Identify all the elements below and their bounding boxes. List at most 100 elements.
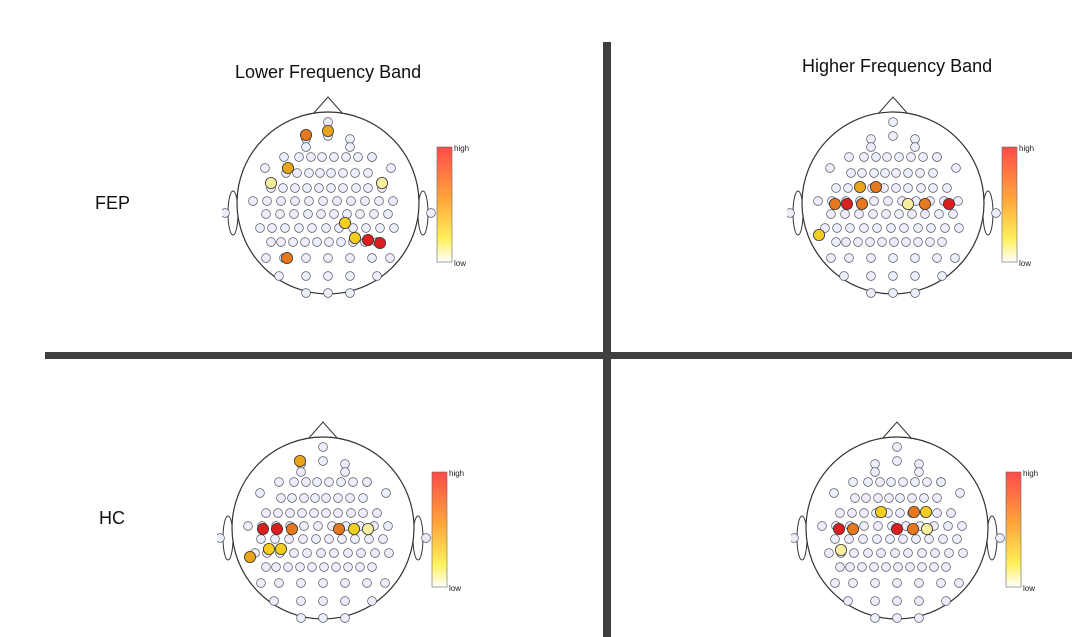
electrode	[835, 562, 845, 572]
electrode	[331, 562, 341, 572]
electrode-highlight-tp7	[243, 550, 256, 563]
electrode	[363, 183, 373, 193]
electrode	[825, 163, 835, 173]
electrode	[940, 223, 950, 233]
electrode	[261, 209, 271, 219]
colorbar	[1001, 146, 1018, 263]
electrode	[316, 548, 326, 558]
electrode	[323, 253, 333, 263]
electrode	[928, 168, 938, 178]
electrode	[372, 271, 382, 281]
electrode-aux	[791, 533, 799, 543]
electrode	[844, 534, 854, 544]
electrode	[932, 152, 942, 162]
electrode	[877, 237, 887, 247]
column-title-higher: Higher Frequency Band	[802, 56, 993, 76]
electrode	[888, 117, 898, 127]
electrode	[895, 493, 905, 503]
electrode	[278, 183, 288, 193]
electrode	[924, 534, 934, 544]
electrode	[870, 596, 880, 606]
nose-outline	[312, 96, 344, 115]
electrode	[898, 477, 908, 487]
electrode	[955, 488, 965, 498]
electrode	[888, 288, 898, 298]
topomap-svg: high low	[222, 96, 469, 298]
electrode-aux	[426, 208, 436, 218]
electrode	[301, 477, 311, 487]
electrode	[318, 613, 328, 623]
electrode	[891, 168, 901, 178]
electrode	[318, 196, 328, 206]
electrode	[276, 237, 286, 247]
electrode	[384, 548, 394, 558]
electrode	[892, 456, 902, 466]
electrode	[840, 209, 850, 219]
electrode	[820, 223, 830, 233]
electrode	[329, 152, 339, 162]
electrode	[886, 477, 896, 487]
electrode	[274, 477, 284, 487]
electrode-highlight-cp4	[361, 233, 374, 246]
electrode	[839, 271, 849, 281]
electrode	[302, 183, 312, 193]
electrode	[296, 578, 306, 588]
electrode	[315, 168, 325, 178]
electrode	[333, 508, 343, 518]
electrode	[340, 578, 350, 588]
electrode	[895, 508, 905, 518]
electrode	[385, 253, 395, 263]
electrode-highlight-fc1	[870, 181, 883, 194]
electrode	[918, 152, 928, 162]
electrode	[312, 237, 322, 247]
electrode	[907, 209, 917, 219]
electrode-highlight-c3	[286, 523, 299, 536]
electrode-highlight-c1	[891, 523, 904, 536]
electrode-highlight-tp7	[812, 228, 825, 241]
electrode	[859, 508, 869, 518]
electrode	[844, 253, 854, 263]
electrode	[883, 196, 893, 206]
electrode	[269, 596, 279, 606]
electrode	[262, 196, 272, 206]
electrode-highlight-fc4	[919, 506, 932, 519]
electrode	[866, 142, 876, 152]
electrode	[932, 493, 942, 503]
electrode-highlight-c4	[347, 523, 360, 536]
electrode	[358, 508, 368, 518]
electrode	[894, 152, 904, 162]
electrode	[932, 253, 942, 263]
electrode	[323, 271, 333, 281]
electrode	[388, 196, 398, 206]
electrode-highlight-fc6	[375, 177, 388, 190]
electrode	[859, 152, 869, 162]
electrode	[301, 271, 311, 281]
electrode	[303, 209, 313, 219]
electrode	[369, 209, 379, 219]
electrode	[324, 477, 334, 487]
electrode	[279, 152, 289, 162]
electrode-highlight-cp6	[373, 236, 386, 249]
electrode	[937, 237, 947, 247]
electrode	[831, 183, 841, 193]
electrode	[910, 477, 920, 487]
electrode	[944, 548, 954, 558]
electrode	[841, 237, 851, 247]
electrode	[866, 271, 876, 281]
electrode	[316, 209, 326, 219]
electrode	[337, 534, 347, 544]
electrode	[934, 209, 944, 219]
electrode	[319, 562, 329, 572]
electrode	[381, 488, 391, 498]
electrode	[868, 209, 878, 219]
electrode	[294, 152, 304, 162]
topomap-svg: high low	[787, 96, 1034, 298]
electrode	[324, 237, 334, 247]
colorbar-low-label: low	[1019, 259, 1031, 268]
electrode	[848, 477, 858, 487]
electrode-highlight-f5	[282, 162, 295, 175]
topomap-svg: high low	[217, 421, 464, 623]
electrode	[869, 562, 879, 572]
electrode	[892, 596, 902, 606]
electrode	[266, 237, 276, 247]
